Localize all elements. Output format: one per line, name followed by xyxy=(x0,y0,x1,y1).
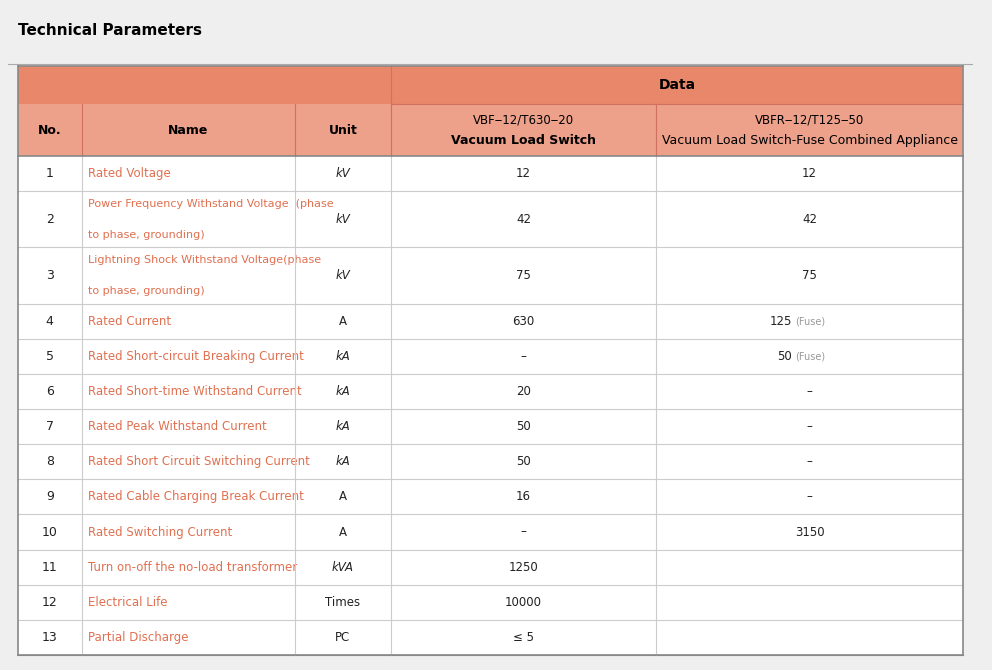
Text: kA: kA xyxy=(335,350,350,362)
Text: Rated Cable Charging Break Current: Rated Cable Charging Break Current xyxy=(88,490,304,503)
Text: 12: 12 xyxy=(516,167,531,180)
Text: Rated Voltage: Rated Voltage xyxy=(88,167,171,180)
Text: PC: PC xyxy=(335,631,350,644)
Text: (Fuse): (Fuse) xyxy=(795,351,825,361)
Text: 630: 630 xyxy=(513,315,535,328)
Bar xyxy=(18,156,963,191)
Text: 50: 50 xyxy=(516,455,531,468)
Bar xyxy=(18,304,963,339)
Bar xyxy=(18,479,963,515)
Bar xyxy=(18,191,963,247)
Bar xyxy=(18,339,963,374)
Text: 11: 11 xyxy=(42,561,58,574)
Text: kA: kA xyxy=(335,420,350,433)
Text: Lightning Shock Withstand Voltage(phase: Lightning Shock Withstand Voltage(phase xyxy=(88,255,321,265)
Text: Name: Name xyxy=(169,123,208,137)
Text: 12: 12 xyxy=(42,596,58,609)
Text: Turn on-off the no-load transformer: Turn on-off the no-load transformer xyxy=(88,561,297,574)
Text: to phase, grounding): to phase, grounding) xyxy=(88,286,204,296)
Text: ≤ 5: ≤ 5 xyxy=(513,631,534,644)
Text: A: A xyxy=(339,315,347,328)
Text: VBFR‒12/T125‒50: VBFR‒12/T125‒50 xyxy=(755,113,864,127)
Text: 7: 7 xyxy=(46,420,54,433)
Text: Technical Parameters: Technical Parameters xyxy=(18,23,201,38)
Text: Times: Times xyxy=(325,596,360,609)
Text: Electrical Life: Electrical Life xyxy=(88,596,168,609)
Text: –: – xyxy=(806,385,812,398)
Text: –: – xyxy=(806,455,812,468)
Text: A: A xyxy=(339,490,347,503)
Text: Rated Short-circuit Breaking Current: Rated Short-circuit Breaking Current xyxy=(88,350,304,362)
Text: 8: 8 xyxy=(46,455,54,468)
Text: –: – xyxy=(521,525,527,539)
Text: (Fuse): (Fuse) xyxy=(795,316,825,326)
Text: VBF‒12/T630‒20: VBF‒12/T630‒20 xyxy=(473,113,574,127)
Text: Data: Data xyxy=(659,78,695,92)
Text: 3150: 3150 xyxy=(795,525,824,539)
Text: 3: 3 xyxy=(46,269,54,282)
Bar xyxy=(18,374,963,409)
Text: –: – xyxy=(806,490,812,503)
Text: 13: 13 xyxy=(42,631,58,644)
Bar xyxy=(18,515,963,549)
Text: Vacuum Load Switch: Vacuum Load Switch xyxy=(451,133,596,147)
Text: 2: 2 xyxy=(46,213,54,226)
Text: kA: kA xyxy=(335,455,350,468)
Bar xyxy=(18,585,963,620)
Bar xyxy=(18,104,963,156)
Text: Rated Peak Withstand Current: Rated Peak Withstand Current xyxy=(88,420,267,433)
Text: 50: 50 xyxy=(516,420,531,433)
Text: 20: 20 xyxy=(516,385,531,398)
Text: kV: kV xyxy=(335,213,350,226)
Text: 6: 6 xyxy=(46,385,54,398)
Text: 4: 4 xyxy=(46,315,54,328)
Text: Rated Switching Current: Rated Switching Current xyxy=(88,525,232,539)
Text: –: – xyxy=(806,420,812,433)
Text: to phase, grounding): to phase, grounding) xyxy=(88,230,204,240)
Text: 42: 42 xyxy=(516,213,531,226)
Text: Partial Discharge: Partial Discharge xyxy=(88,631,188,644)
Text: Rated Short-time Withstand Current: Rated Short-time Withstand Current xyxy=(88,385,302,398)
Text: No.: No. xyxy=(38,123,62,137)
Text: Rated Short Circuit Switching Current: Rated Short Circuit Switching Current xyxy=(88,455,310,468)
Text: 42: 42 xyxy=(803,213,817,226)
Text: 1250: 1250 xyxy=(509,561,539,574)
Text: kV: kV xyxy=(335,269,350,282)
Bar xyxy=(18,620,963,655)
Text: 50: 50 xyxy=(778,350,792,362)
Text: Power Frequency Withstand Voltage  (phase: Power Frequency Withstand Voltage (phase xyxy=(88,198,333,208)
Text: Unit: Unit xyxy=(328,123,357,137)
Text: 75: 75 xyxy=(803,269,817,282)
Text: 1: 1 xyxy=(46,167,54,180)
Text: Rated Current: Rated Current xyxy=(88,315,171,328)
Bar xyxy=(18,409,963,444)
Bar xyxy=(18,549,963,585)
Text: kA: kA xyxy=(335,385,350,398)
Text: 75: 75 xyxy=(516,269,531,282)
Text: Vacuum Load Switch-Fuse Combined Appliance: Vacuum Load Switch-Fuse Combined Applian… xyxy=(662,133,957,147)
Text: kVA: kVA xyxy=(332,561,354,574)
Text: kV: kV xyxy=(335,167,350,180)
Text: 10000: 10000 xyxy=(505,596,542,609)
Text: 5: 5 xyxy=(46,350,54,362)
Text: 10: 10 xyxy=(42,525,58,539)
Text: 9: 9 xyxy=(46,490,54,503)
Text: A: A xyxy=(339,525,347,539)
Text: 16: 16 xyxy=(516,490,531,503)
Bar xyxy=(18,247,963,304)
Bar xyxy=(18,66,963,104)
Text: –: – xyxy=(521,350,527,362)
Bar xyxy=(18,444,963,479)
Text: 12: 12 xyxy=(803,167,817,180)
Text: 125: 125 xyxy=(770,315,792,328)
